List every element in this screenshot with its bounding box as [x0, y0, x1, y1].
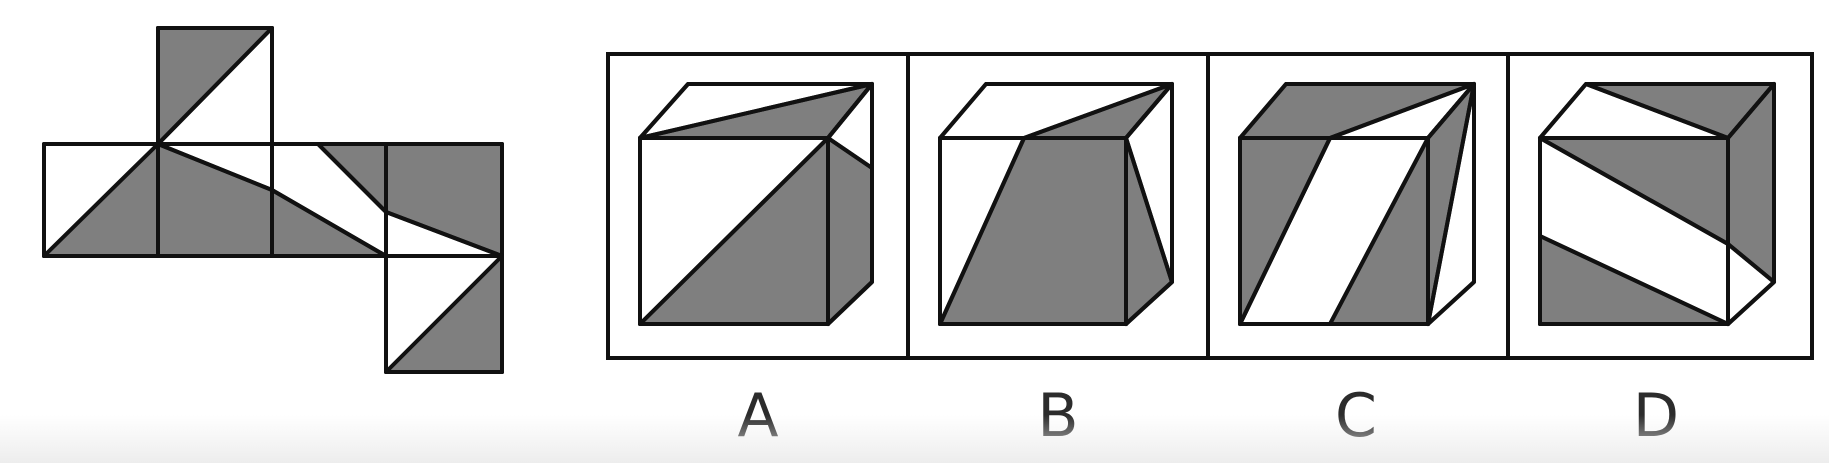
- net-face-row-1: [42, 142, 160, 258]
- option-label-c[interactable]: C: [1335, 381, 1377, 451]
- option-a-cube: [638, 82, 874, 326]
- option-label-a[interactable]: A: [737, 381, 779, 451]
- net-face-bottom: [384, 254, 504, 374]
- net-face-row-3: [270, 142, 388, 258]
- option-d-cube: [1538, 82, 1776, 326]
- cube-net: [42, 26, 504, 374]
- net-face-row-4: [384, 142, 504, 258]
- option-c-cube: [1238, 82, 1476, 326]
- option-b-cube: [938, 82, 1174, 326]
- option-label-d[interactable]: D: [1632, 381, 1680, 451]
- net-face-row-2: [156, 142, 274, 258]
- option-label-b[interactable]: B: [1037, 381, 1079, 451]
